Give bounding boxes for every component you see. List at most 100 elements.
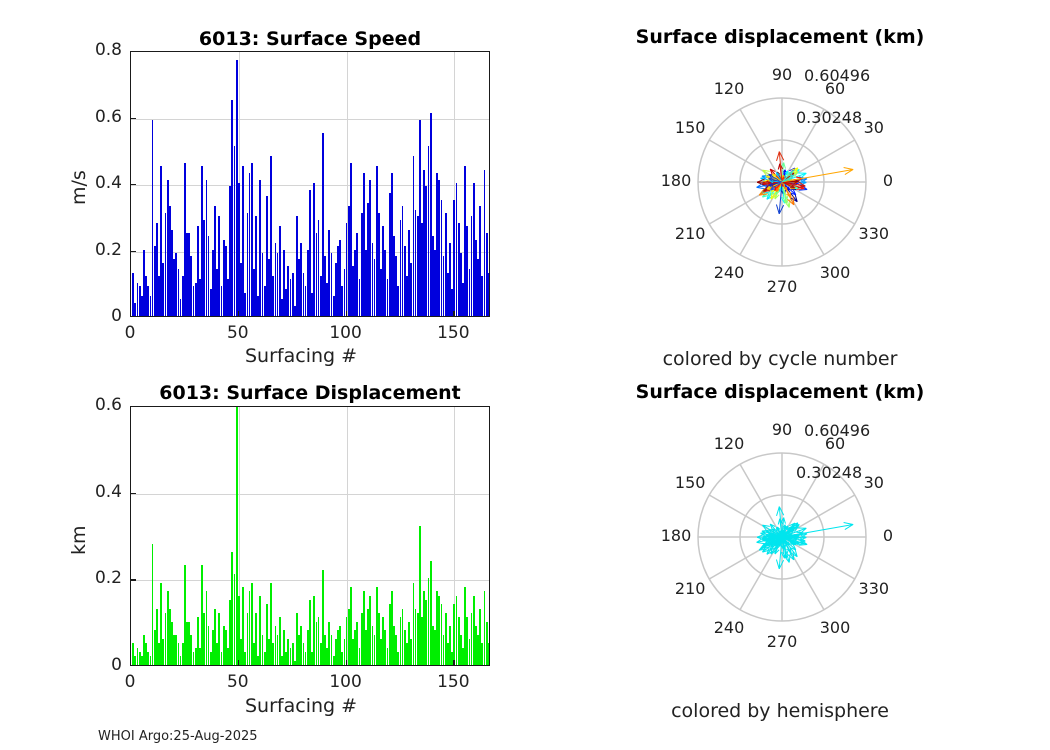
y-tick-mark (130, 184, 136, 186)
polar-vector-head (776, 151, 780, 161)
polar-angular-spoke (781, 108, 825, 183)
bar (373, 259, 376, 316)
polar-vector-head (775, 172, 778, 177)
bar (270, 156, 272, 316)
bar (332, 296, 335, 316)
bar (252, 269, 255, 316)
polar-vector-head (762, 180, 769, 185)
bar (487, 272, 489, 316)
bar (397, 652, 400, 665)
bar (457, 222, 460, 316)
polar-vector-head (794, 548, 798, 557)
polar-vector-head (761, 529, 769, 532)
speed-plot-area (130, 51, 490, 317)
bar (367, 202, 369, 316)
bar (132, 643, 135, 665)
bar (416, 613, 419, 665)
bar (438, 595, 441, 665)
polar-vector-head (783, 555, 790, 563)
bar (390, 591, 393, 665)
bar (378, 613, 380, 665)
bar (272, 643, 275, 665)
polar-vector-head (770, 543, 776, 546)
x-tick-label: 150 (437, 672, 470, 692)
y-tick-label: 0.2 (94, 568, 122, 589)
polar-vector-head (790, 529, 795, 534)
polar-vector-head (775, 559, 780, 569)
bar (449, 626, 451, 665)
bar (171, 229, 173, 316)
speed-chart-title: 6013: Surface Speed (198, 28, 422, 50)
polar-vector-head (789, 191, 792, 198)
polar-vector-head (768, 182, 773, 186)
bar (265, 196, 268, 316)
bar (289, 279, 292, 316)
bar (278, 226, 281, 316)
polar-angle-label-270: 270 (766, 632, 798, 651)
polar-vector-head (788, 525, 793, 529)
bar (222, 239, 225, 316)
bar (196, 617, 199, 665)
bar (360, 613, 363, 665)
gridline-vertical (454, 407, 456, 665)
polar-vector-head (789, 167, 796, 172)
bar (246, 613, 249, 665)
polar-vector-head (769, 180, 774, 184)
polar-angle-label-210: 210 (674, 579, 706, 598)
bar (442, 256, 445, 316)
polar-vector-head (768, 177, 774, 179)
bar (309, 189, 311, 316)
bar (386, 279, 389, 316)
polar-vector-head (790, 174, 795, 179)
bar (164, 613, 167, 665)
polar-vector-head (762, 535, 769, 540)
bar (442, 634, 445, 665)
bar (362, 591, 365, 665)
polar-vector-head (762, 524, 770, 527)
bar (412, 582, 415, 665)
bar (311, 292, 313, 316)
bar (263, 286, 266, 316)
bar (410, 639, 413, 665)
bar (382, 617, 385, 665)
y-tick-mark (130, 117, 136, 119)
bar (481, 643, 484, 665)
polar-vector-head (792, 551, 795, 560)
polar-vector-field (756, 506, 854, 570)
bar (434, 249, 436, 316)
polar-vector-head (768, 540, 774, 542)
polar-vector-head (789, 522, 796, 527)
polar-vector-head (781, 529, 785, 533)
polar-angular-spoke (781, 139, 856, 183)
bar (274, 626, 277, 665)
bar (347, 206, 350, 316)
bar (160, 582, 163, 665)
bar (272, 276, 275, 316)
bar (311, 652, 313, 665)
polar-vector-head (769, 168, 776, 173)
bar (481, 276, 484, 316)
bar (339, 626, 341, 665)
polar-vector-shaft (768, 532, 783, 538)
polar-angular-spoke (781, 494, 856, 538)
bar (354, 249, 357, 316)
bar (136, 647, 139, 665)
x-tick-label: 150 (437, 323, 470, 343)
bar (477, 634, 479, 665)
bar (317, 219, 320, 316)
polar-vector-head (789, 529, 795, 532)
bar (356, 621, 359, 665)
polar-vector-shaft (768, 177, 783, 183)
bar (457, 617, 460, 665)
bar (313, 595, 316, 665)
polar-vector-head (783, 200, 790, 208)
polar-angle-label-60: 60 (824, 434, 846, 454)
bar (453, 199, 456, 316)
bar (278, 617, 281, 665)
bar (175, 252, 178, 316)
polar-vector-head (778, 559, 785, 570)
polar-vector-head (796, 543, 805, 545)
polar-vector-head (791, 522, 799, 526)
bar (427, 146, 430, 316)
polar-vector-head (794, 526, 799, 532)
